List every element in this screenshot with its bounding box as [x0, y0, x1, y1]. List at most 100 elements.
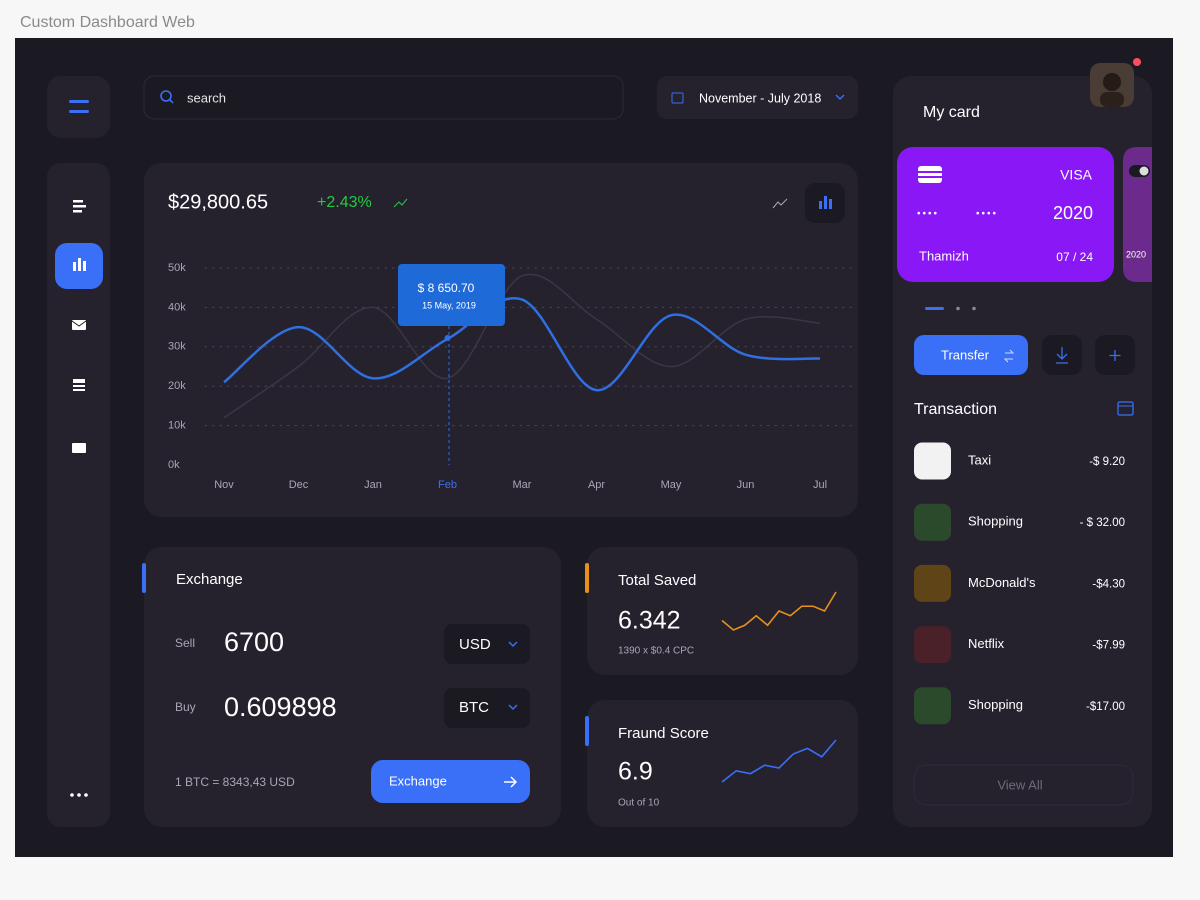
buy-currency-label: BTC	[459, 699, 489, 716]
y-tick-label: 50k	[168, 262, 186, 274]
search-placeholder: search	[187, 90, 226, 105]
transaction-amount: -$ 9.20	[1089, 456, 1125, 468]
transaction-name: Taxi	[968, 452, 991, 467]
fraud-score-card	[587, 700, 858, 827]
transaction-amount: -$4.30	[1092, 578, 1125, 590]
line-series	[223, 296, 821, 392]
sparkline	[721, 739, 837, 783]
balance-change: +2.43%	[317, 194, 372, 211]
sell-value: 6700	[224, 627, 284, 657]
total-saved-title: Total Saved	[618, 572, 696, 589]
buy-currency[interactable]: BTC	[444, 688, 530, 728]
x-tick-label: Nov	[214, 479, 234, 491]
my-card-title: My card	[923, 104, 980, 121]
fraud-score-value: 6.9	[618, 758, 653, 786]
menu-button[interactable]	[47, 76, 110, 138]
exchange-card	[144, 547, 561, 827]
chart: 0k 10k 20k 30k 40k 50k Nov Dec Jan Feb Mar Apr May Ju…	[168, 262, 856, 491]
bar-view-button[interactable]	[805, 183, 845, 223]
accent	[585, 716, 589, 746]
transaction-icon	[914, 687, 951, 725]
tooltip-date: 15 May, 2019	[422, 300, 476, 310]
x-tick-label: Apr	[588, 479, 605, 491]
sparkline	[721, 591, 837, 631]
transaction-name: Shopping	[968, 697, 1023, 712]
trend-icon	[393, 198, 408, 208]
nav-docs[interactable]	[73, 379, 85, 391]
y-tick-label: 0k	[168, 459, 180, 471]
nav-wallet[interactable]	[72, 443, 86, 453]
total-saved-note: 1390 x $0.4 CPC	[618, 646, 694, 657]
transaction-name: McDonald's	[968, 575, 1036, 590]
line-view-button[interactable]	[772, 198, 788, 209]
transfer-button[interactable]: Transfer	[914, 335, 1028, 375]
transaction-icon	[914, 564, 951, 602]
avatar[interactable]	[1090, 58, 1141, 107]
bank-card-next[interactable]: 2020	[1123, 147, 1152, 282]
y-tick-label: 10k	[168, 420, 186, 432]
transaction-icon	[914, 626, 951, 664]
transaction-amount: -$7.99	[1092, 640, 1125, 652]
nav-mail[interactable]	[71, 320, 87, 330]
y-tick-label: 20k	[168, 380, 186, 392]
rate: 1 BTC = 8343,43 USD	[175, 775, 295, 789]
fraud-score-title: Fraund Score	[618, 725, 709, 742]
x-tick-label: Jun	[737, 479, 755, 491]
x-tick-label: Dec	[289, 479, 309, 491]
y-tick-label: 40k	[168, 301, 186, 313]
transaction-name: Shopping	[968, 514, 1023, 529]
add-button[interactable]	[1095, 335, 1135, 375]
x-tick-label: May	[661, 479, 682, 491]
tooltip-marker	[444, 335, 451, 341]
sidebar	[47, 163, 110, 827]
transaction[interactable]: Taxi -$ 9.20	[914, 442, 1125, 480]
card-year: 2020	[1053, 203, 1093, 223]
x-tick-label: Feb	[438, 479, 457, 491]
transaction[interactable]: Shopping - $ 32.00	[914, 503, 1125, 541]
download-button[interactable]	[1042, 335, 1082, 375]
exchange-button[interactable]: Exchange	[371, 760, 530, 803]
transaction[interactable]: McDonald's -$4.30	[914, 564, 1125, 602]
accent	[585, 563, 589, 593]
calendar-button[interactable]	[1117, 401, 1134, 416]
transaction[interactable]: Netflix -$7.99	[914, 626, 1125, 664]
bank-card[interactable]: VISA •••• •••• 2020 Thamizh 07 / 24	[897, 147, 1114, 282]
card-brand: VISA	[1060, 167, 1093, 183]
exchange-title: Exchange	[176, 571, 243, 588]
buy-value: 0.609898	[224, 692, 337, 722]
total-saved-value: 6.342	[618, 607, 681, 635]
sell-currency[interactable]: USD	[444, 624, 530, 664]
buy-label: Buy	[175, 700, 196, 714]
view-all-label: View All	[997, 777, 1042, 792]
sell-currency-label: USD	[459, 636, 491, 653]
transaction-amount: - $ 32.00	[1080, 517, 1125, 529]
nav-more[interactable]	[70, 793, 88, 797]
balance-amount: $29,800.65	[168, 191, 268, 213]
search-box[interactable]: search	[143, 75, 624, 120]
sparklines	[721, 591, 837, 783]
card-holder: Thamizh	[919, 248, 969, 263]
card-number-group: ••••	[976, 209, 998, 220]
transaction-name: Netflix	[968, 636, 1005, 651]
date-picker[interactable]: November - July 2018	[657, 76, 858, 119]
view-all-button[interactable]: View All	[913, 764, 1134, 806]
transaction-amount: -$17.00	[1086, 701, 1125, 713]
card-pager[interactable]	[925, 306, 976, 311]
nav-stats[interactable]	[55, 243, 103, 289]
card-year: 2020	[1126, 249, 1146, 259]
transaction-list: Taxi -$ 9.20 Shopping - $ 32.00 McDonald's -$…	[914, 442, 1125, 725]
nav-list[interactable]	[73, 200, 86, 213]
x-tick-label: Jul	[813, 479, 827, 491]
x-tick-label: Jan	[364, 479, 382, 491]
transactions-title: Transaction	[914, 401, 997, 418]
exchange-button-label: Exchange	[389, 773, 447, 788]
accent	[142, 563, 146, 593]
transaction-icon	[914, 503, 951, 541]
transaction[interactable]: Shopping -$17.00	[914, 687, 1125, 725]
transfer-label: Transfer	[941, 347, 990, 362]
sell-label: Sell	[175, 636, 195, 650]
tooltip: $ 8 650.70 15 May, 2019	[398, 264, 505, 326]
y-tick-label: 30k	[168, 341, 186, 353]
page-title: Custom Dashboard Web	[20, 14, 195, 31]
